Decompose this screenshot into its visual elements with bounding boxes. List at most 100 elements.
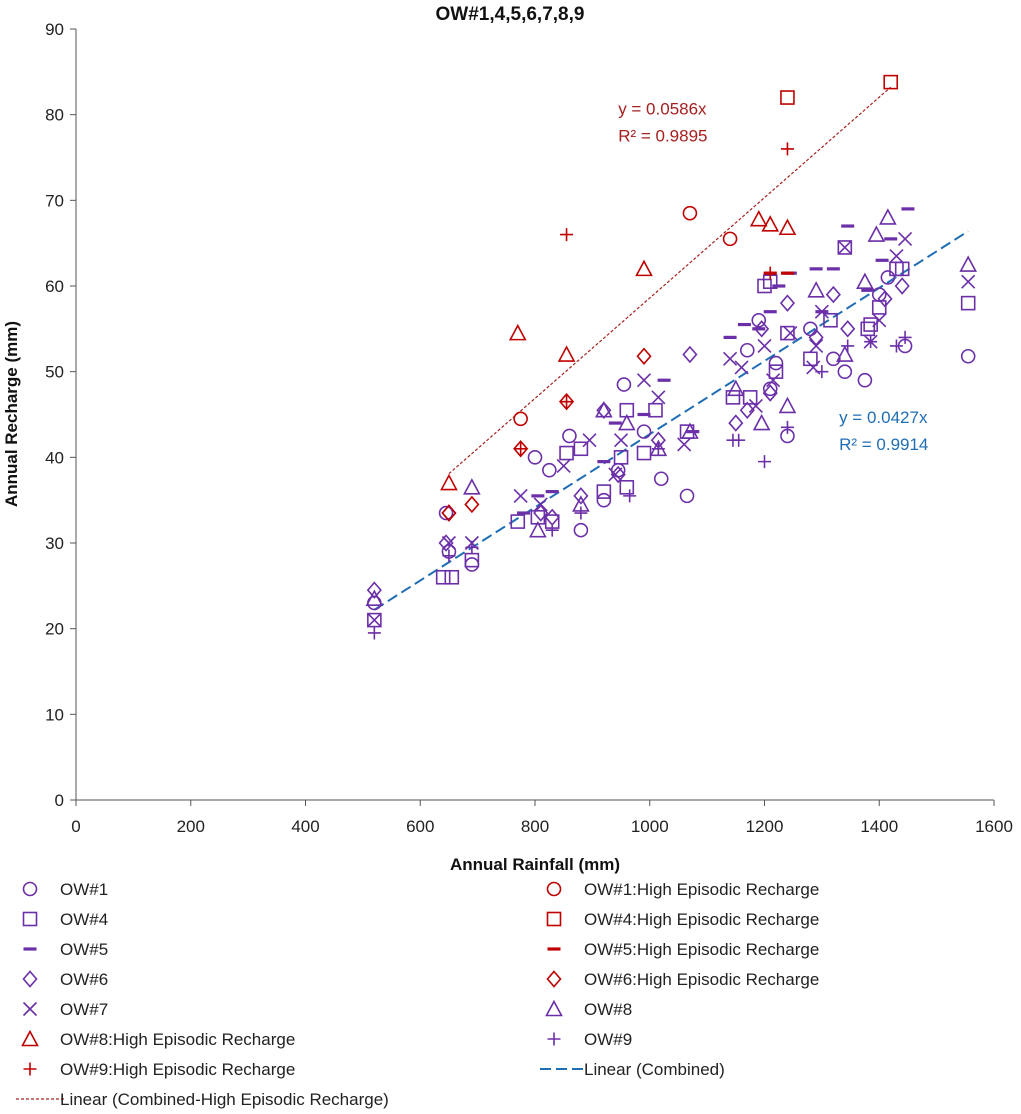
data-point [879, 208, 897, 225]
data-point [880, 270, 896, 285]
data-point [778, 396, 797, 414]
data-point [533, 504, 549, 522]
data-point [679, 488, 695, 504]
data-point [636, 347, 652, 365]
legend-marker [547, 1032, 561, 1046]
data-point [780, 142, 794, 156]
data-point [960, 348, 976, 364]
data-point [960, 295, 976, 311]
data-point [636, 373, 652, 388]
x-tick-label: 600 [406, 817, 434, 836]
data-point [779, 294, 796, 312]
data-point [826, 351, 841, 367]
data-point [573, 487, 589, 505]
y-tick-label: 40 [45, 448, 64, 467]
data-point [617, 413, 636, 431]
data-point [894, 277, 910, 295]
legend: OW#1 OW#1:High Episodic Recharge OW#4 OW#4:… [16, 880, 819, 1109]
data-point [463, 478, 481, 495]
data-point [682, 345, 698, 364]
trend-r-squared: R² = 0.9895 [618, 127, 707, 146]
data-point [595, 401, 613, 418]
legend-marker [545, 999, 563, 1017]
trend-annotations: y = 0.0427x R² = 0.9914 y = 0.0586x R² = 0.… [618, 100, 928, 454]
data-point [442, 549, 456, 563]
data-point [573, 441, 589, 457]
data-point [783, 326, 798, 341]
legend-marker [22, 1001, 38, 1017]
data-point [961, 274, 976, 289]
data-point [825, 285, 841, 304]
data-point [648, 402, 663, 418]
data-point [780, 420, 794, 434]
data-point [867, 225, 886, 242]
data-point [728, 414, 744, 432]
data-points [365, 74, 978, 640]
data-point [723, 351, 738, 366]
data-point [513, 488, 528, 503]
data-point [508, 323, 527, 341]
data-point [562, 428, 577, 444]
data-point [527, 450, 543, 465]
data-point [367, 613, 382, 628]
legend-label: OW#5 [60, 940, 108, 959]
legend-label: OW#1 [60, 880, 108, 899]
data-point [739, 342, 755, 358]
data-point [752, 413, 771, 431]
data-point [856, 272, 874, 290]
data-point [841, 339, 855, 353]
data-point [619, 480, 635, 495]
y-tick-label: 50 [45, 363, 64, 382]
data-point [635, 259, 653, 277]
x-tick-label: 400 [291, 817, 319, 836]
data-point [863, 317, 878, 332]
data-point [748, 398, 763, 413]
data-point [367, 626, 381, 640]
legend-label: OW#9:High Episodic Recharge [60, 1060, 295, 1079]
y-tick-label: 90 [45, 20, 64, 39]
legend-marker [546, 970, 562, 988]
data-point [616, 377, 632, 392]
data-point [840, 320, 856, 338]
data-point [734, 360, 749, 375]
data-point [889, 248, 904, 264]
data-point [610, 462, 626, 478]
legend-marker [22, 911, 38, 927]
data-point [464, 557, 480, 572]
data-point [573, 522, 589, 538]
legend-marker [23, 1062, 37, 1076]
legend-label: OW#5:High Episodic Recharge [584, 940, 819, 959]
data-point [560, 395, 574, 409]
data-point [864, 335, 878, 349]
data-point [815, 365, 829, 379]
data-point [883, 74, 899, 90]
trend-line [448, 86, 892, 475]
data-point [754, 320, 770, 338]
data-point [872, 313, 887, 328]
data-point [582, 433, 597, 448]
chart-title: OW#1,4,5,6,7,8,9 [436, 4, 585, 25]
axes: 0 200 400 600 800 1000 1200 1400 1600 0 10 20 30 40 50… [45, 20, 1013, 836]
legend-label: OW#4:High Episodic Recharge [584, 910, 819, 929]
data-point [440, 473, 458, 491]
data-point [596, 484, 612, 499]
data-point [959, 255, 978, 272]
y-tick-label: 30 [45, 534, 64, 553]
data-point [613, 433, 629, 448]
x-tick-label: 800 [521, 817, 549, 836]
data-point [751, 312, 767, 328]
data-point [722, 231, 738, 247]
legend-marker [546, 911, 562, 927]
x-tick-label: 1000 [631, 817, 669, 836]
data-point [780, 90, 795, 105]
data-point [749, 209, 768, 227]
x-tick-label: 1200 [746, 817, 784, 836]
trend-equation: y = 0.0586x [618, 100, 707, 119]
data-point [742, 390, 758, 405]
trend-r-squared: R² = 0.9914 [839, 435, 928, 454]
data-point [726, 379, 745, 397]
data-point [763, 266, 777, 280]
data-point [814, 304, 829, 319]
data-point [677, 437, 692, 452]
